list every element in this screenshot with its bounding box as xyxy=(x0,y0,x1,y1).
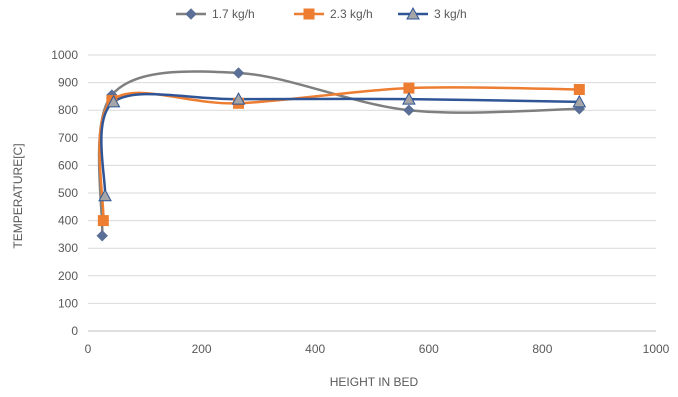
series-lines xyxy=(97,70,580,236)
data-point-2 xyxy=(231,92,246,105)
series-markers xyxy=(96,67,587,242)
x-tick-label: 800 xyxy=(532,342,552,356)
x-tick-label: 600 xyxy=(419,342,439,356)
data-point-1 xyxy=(403,82,415,94)
y-tick-label: 500 xyxy=(58,186,78,200)
y-tick-label: 600 xyxy=(58,158,78,172)
series-line-1 xyxy=(98,86,580,221)
data-point-1 xyxy=(97,215,109,227)
x-tick-label: 0 xyxy=(85,342,92,356)
legend-label: 1.7 kg/h xyxy=(212,7,255,21)
y-tick-label: 900 xyxy=(58,76,78,90)
x-tick-label: 1000 xyxy=(643,342,670,356)
gridlines xyxy=(88,54,656,332)
data-point-2 xyxy=(98,188,112,202)
y-axis-label: TEMPERATURE[C] xyxy=(11,143,25,248)
legend: 1.7 kg/h 2.3 kg/h 3 kg/h xyxy=(176,6,467,21)
data-point-2 xyxy=(106,94,121,108)
legend-marker xyxy=(303,8,315,20)
y-tick-label: 200 xyxy=(58,269,78,283)
y-tick-label: 1000 xyxy=(51,48,78,62)
legend-label: 2.3 kg/h xyxy=(330,7,373,21)
x-tick-labels: 0 200 400 600 800 1000 xyxy=(85,342,670,356)
x-tick-label: 400 xyxy=(305,342,325,356)
data-point-0 xyxy=(232,67,245,79)
data-point-2 xyxy=(572,94,587,108)
y-tick-label: 400 xyxy=(58,214,78,228)
y-tick-labels: 0 100 200 300 400 500 600 700 800 900 1000 xyxy=(51,48,78,338)
y-tick-label: 800 xyxy=(58,103,78,117)
data-point-0 xyxy=(403,104,415,116)
y-tick-label: 700 xyxy=(58,131,78,145)
legend-label: 3 kg/h xyxy=(434,7,467,21)
y-tick-label: 100 xyxy=(58,296,78,310)
legend-marker xyxy=(406,6,420,20)
data-point-1 xyxy=(573,84,585,95)
series-line-2 xyxy=(100,92,580,196)
legend-marker xyxy=(185,8,197,20)
data-point-2 xyxy=(402,92,416,105)
data-point-0 xyxy=(96,230,108,242)
x-tick-label: 200 xyxy=(192,342,212,356)
x-axis-label: HEIGHT IN BED xyxy=(330,375,419,389)
y-tick-label: 300 xyxy=(58,241,78,255)
y-tick-label: 0 xyxy=(71,324,78,338)
